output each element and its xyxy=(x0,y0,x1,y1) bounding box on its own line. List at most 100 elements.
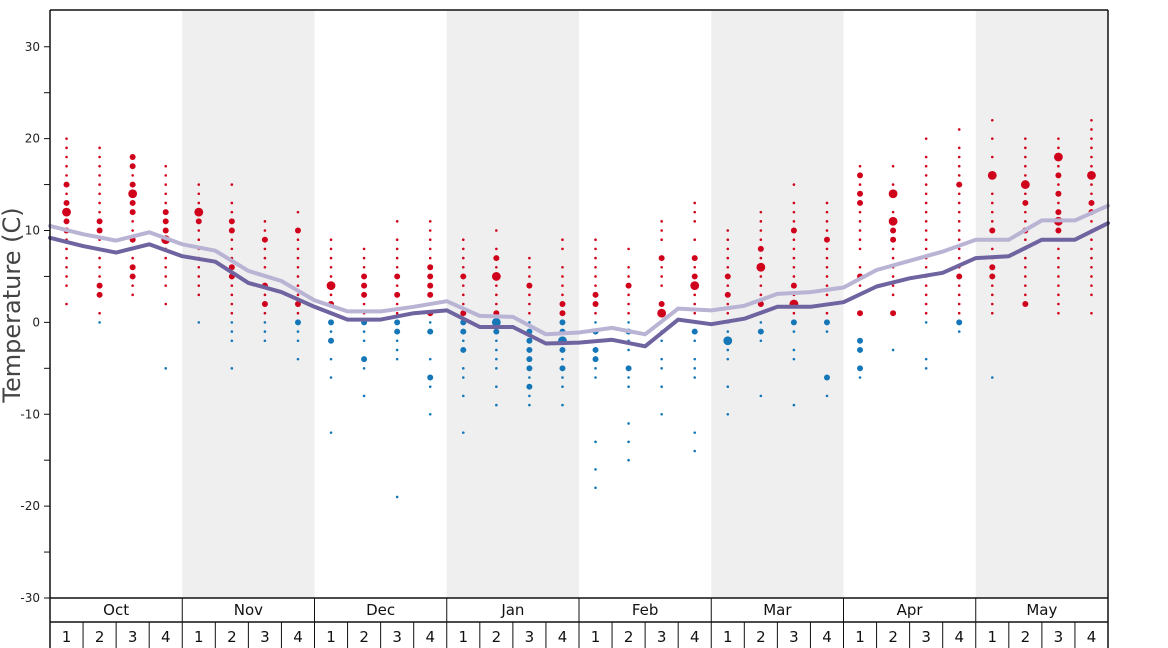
temp-dot xyxy=(395,238,399,241)
temp-dot xyxy=(230,183,234,186)
temp-dot xyxy=(792,357,796,361)
temp-dot xyxy=(228,264,235,271)
temp-dot xyxy=(129,154,136,160)
temp-dot xyxy=(1024,192,1027,196)
temp-dot xyxy=(164,174,168,177)
temp-dot xyxy=(559,365,566,372)
temp-dot xyxy=(528,311,531,315)
temp-dot xyxy=(990,311,994,315)
temp-dot xyxy=(592,301,599,307)
temp-dot xyxy=(460,346,467,353)
week-label: 1 xyxy=(855,628,865,646)
temp-dot xyxy=(1020,180,1030,189)
week-label: 4 xyxy=(558,628,568,646)
temp-dot xyxy=(526,365,533,372)
temp-dot xyxy=(990,137,994,140)
temp-dot xyxy=(164,367,168,370)
week-label: 1 xyxy=(326,628,336,646)
temp-dot xyxy=(957,146,961,150)
temp-dot xyxy=(790,227,797,234)
temp-dot xyxy=(561,247,564,251)
temp-dot xyxy=(427,264,434,271)
temp-dot xyxy=(1057,201,1060,205)
upper-trend-line xyxy=(48,203,1110,337)
temp-dot xyxy=(1087,170,1096,180)
temp-dot xyxy=(757,328,764,335)
temp-dot xyxy=(428,321,432,324)
temp-dot xyxy=(957,330,961,333)
temp-dot xyxy=(561,376,564,379)
temp-dot xyxy=(526,337,533,344)
temp-dot xyxy=(395,220,399,223)
temp-dot xyxy=(990,293,994,297)
temp-dot xyxy=(891,275,895,278)
temp-dot xyxy=(362,394,366,398)
temp-dot xyxy=(296,330,300,333)
week-label: 4 xyxy=(690,628,700,646)
temp-dot xyxy=(756,262,766,272)
temp-dot xyxy=(693,311,697,315)
temp-dot xyxy=(726,412,730,416)
temp-dot xyxy=(461,431,465,434)
temp-dot xyxy=(990,155,994,159)
temp-dot xyxy=(98,256,101,260)
temp-dot xyxy=(825,330,829,333)
temp-dot xyxy=(98,192,101,196)
temp-dot xyxy=(990,284,994,287)
temp-dot xyxy=(693,339,697,343)
temp-dot xyxy=(395,339,399,343)
temp-dot xyxy=(1090,275,1093,278)
temp-dot xyxy=(164,302,168,306)
temp-dot xyxy=(657,308,667,318)
temp-dot xyxy=(693,431,697,434)
temp-dot xyxy=(98,201,101,205)
temp-dot xyxy=(96,282,103,289)
temp-dot xyxy=(428,412,432,416)
temp-dot xyxy=(394,291,401,298)
temp-dot xyxy=(460,273,467,280)
temp-dot xyxy=(759,293,763,297)
temp-dot xyxy=(131,229,134,232)
temp-dot xyxy=(96,227,103,234)
temp-dot xyxy=(491,317,501,327)
temp-dot xyxy=(526,346,533,353)
temp-dot xyxy=(395,302,399,306)
temp-dot xyxy=(693,367,697,370)
temp-dot xyxy=(759,220,763,223)
temp-dot xyxy=(1090,311,1093,315)
temp-dot xyxy=(825,293,829,297)
temp-dot xyxy=(1057,302,1060,306)
temp-dot xyxy=(1090,137,1093,140)
temp-dot xyxy=(197,293,201,297)
temp-dot xyxy=(329,247,333,251)
temp-dot xyxy=(1057,164,1060,168)
temp-dot xyxy=(924,137,928,140)
temp-dot xyxy=(263,293,267,297)
temp-dot xyxy=(197,238,201,241)
temp-dot xyxy=(726,330,730,333)
temp-dot xyxy=(98,146,101,150)
temp-dot xyxy=(1024,155,1027,159)
temp-dot xyxy=(989,227,996,234)
temp-dot xyxy=(296,339,300,343)
temp-dot xyxy=(790,282,797,289)
temp-dot xyxy=(759,256,763,260)
temp-dot xyxy=(594,311,597,315)
temp-dot xyxy=(823,374,830,381)
temp-dot xyxy=(495,284,498,287)
temp-dot xyxy=(428,238,432,241)
temp-dot xyxy=(296,357,300,361)
temp-dot xyxy=(395,265,399,269)
temp-dot xyxy=(690,281,700,291)
temp-dot xyxy=(362,265,366,269)
temp-dot xyxy=(98,174,101,177)
temp-dot xyxy=(98,265,101,269)
temp-dot xyxy=(790,319,797,326)
temp-dot xyxy=(427,328,434,335)
temp-dot xyxy=(129,163,136,170)
temp-dot xyxy=(594,468,597,471)
month-label-nov: Nov xyxy=(234,601,263,619)
temp-dot xyxy=(427,273,434,280)
temp-dot xyxy=(660,367,663,370)
temp-dot xyxy=(197,265,201,269)
